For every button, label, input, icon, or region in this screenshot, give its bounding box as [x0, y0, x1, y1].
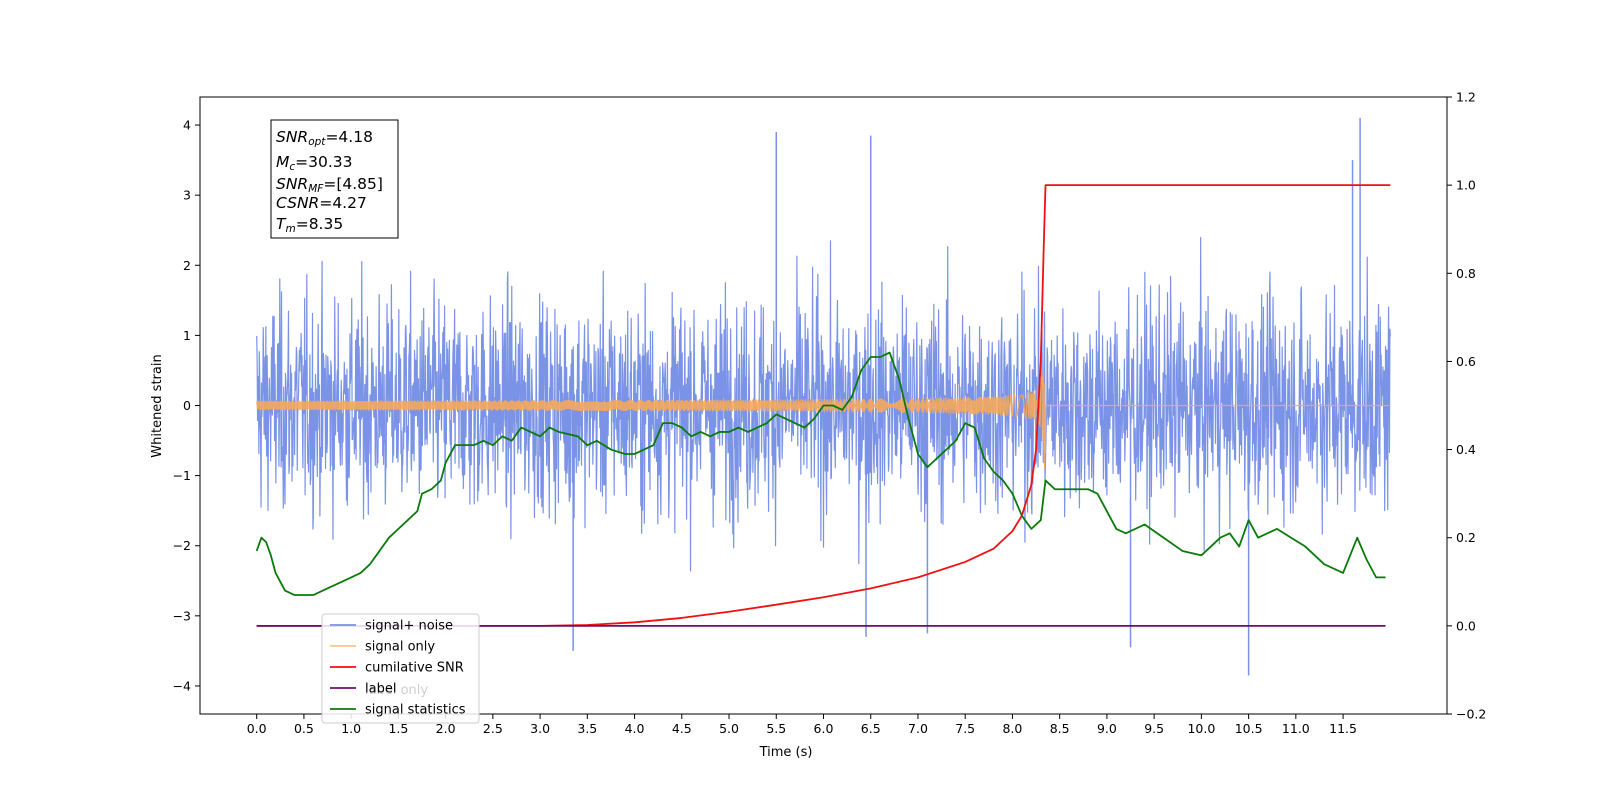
x-tick-label: 2.0 [436, 721, 456, 736]
x-tick-label: 5.0 [719, 721, 739, 736]
y-tick-label-left: 3 [183, 188, 191, 203]
x-tick-label: 11.5 [1329, 721, 1357, 736]
y-tick-label-left: 1 [183, 328, 191, 343]
series-signal-statistics [255, 351, 1386, 596]
annotation-line: CSNR=4.27 [276, 194, 367, 212]
x-tick-label: 6.0 [814, 721, 834, 736]
y-tick-label-left: 2 [183, 258, 191, 273]
x-axis-label: Time (s) [759, 745, 813, 760]
x-tick-label: 0.5 [294, 721, 314, 736]
y-tick-label-right: 0.4 [1456, 442, 1476, 457]
y-tick-label-right: 1.2 [1456, 90, 1476, 105]
annotation-line: SNRMF=[4.85] [276, 175, 383, 195]
y-tick-label-right: 0.0 [1456, 618, 1476, 633]
y-tick-label-left: −4 [173, 678, 191, 693]
x-tick-label: 7.5 [955, 721, 975, 736]
x-tick-label: 11.0 [1282, 721, 1310, 736]
y-axis-label-left: Whitened strain [150, 354, 165, 457]
x-tick-label: 8.5 [1050, 721, 1070, 736]
legend-label: label [365, 682, 396, 697]
series-signal-plus-noise [256, 237, 1391, 572]
y-tick-label-right: 0.8 [1456, 266, 1476, 281]
legend-label: signal statistics [365, 703, 466, 718]
x-tick-label: 6.5 [861, 721, 881, 736]
legend-underlay-text: label only [365, 683, 428, 698]
x-tick-label: 4.5 [672, 721, 692, 736]
x-tick-label: 3.0 [530, 721, 550, 736]
annotation-line: SNRopt=4.18 [276, 128, 373, 148]
annotation-line: Mc=30.33 [276, 153, 353, 173]
legend-label: signal+ noise [365, 619, 453, 634]
x-tick-label: 10.5 [1235, 721, 1263, 736]
y-tick-label-right: −0.2 [1456, 707, 1486, 722]
series-signal-only [256, 372, 1391, 469]
x-tick-label: 2.5 [483, 721, 503, 736]
x-tick-label: 9.0 [1097, 721, 1117, 736]
x-tick-label: 3.5 [577, 721, 597, 736]
y-tick-label-left: −1 [173, 468, 191, 483]
x-tick-label: 0.0 [247, 721, 267, 736]
x-tick-label: 10.0 [1187, 721, 1215, 736]
x-tick-label: 1.5 [388, 721, 408, 736]
y-tick-label-right: 1.0 [1456, 178, 1476, 193]
series-cumilative-snr [256, 184, 1391, 627]
y-tick-label-right: 0.2 [1456, 530, 1476, 545]
axes: 0.0 0.5 1.0 1.5 2.0 2.5 3.0 3.5 4.0 4.5 5.0 5.5 6.0 6… [173, 90, 1487, 737]
y-tick-label-right: 0.6 [1456, 354, 1476, 369]
stats-annotation: SNRopt=4.18 Mc=30.33SNRMF=[4.85]CSNR=4.27… [270, 119, 399, 239]
plot-area [255, 118, 1391, 676]
y-tick-label-left: −3 [173, 608, 191, 623]
x-tick-label: 1.0 [341, 721, 361, 736]
y-tick-label-left: 0 [183, 398, 191, 413]
x-tick-label: 8.0 [1002, 721, 1022, 736]
x-tick-label: 9.5 [1144, 721, 1164, 736]
legend-label: signal only [365, 640, 435, 655]
x-tick-label: 5.5 [766, 721, 786, 736]
legend-label: cumilative SNR [365, 661, 464, 676]
legend: label only signal+ noise signal only cumil… [321, 613, 480, 724]
y-tick-label-left: 4 [183, 118, 191, 133]
x-tick-label: 4.0 [625, 721, 645, 736]
x-tick-label: 7.0 [908, 721, 928, 736]
annotation-line: Tm=8.35 [276, 215, 343, 235]
y-tick-label-left: −2 [173, 538, 191, 553]
legend-frame [321, 613, 480, 724]
